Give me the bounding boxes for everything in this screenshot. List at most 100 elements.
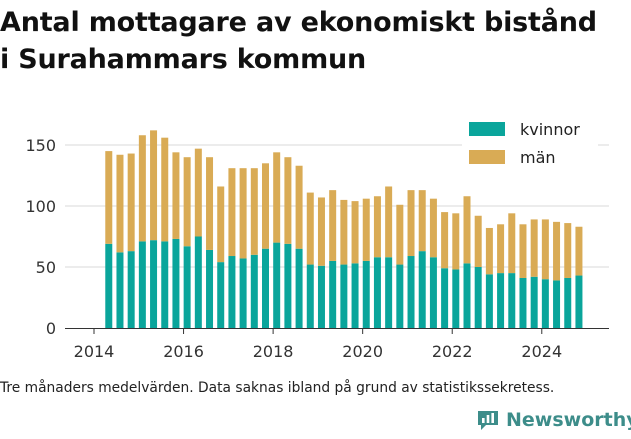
bar-man-1 — [116, 154, 124, 253]
bar-kvinnor-11 — [228, 256, 236, 328]
chart-title: Antal mottagare av ekonomiskt bistånd i … — [0, 4, 631, 78]
bar-kvinnor-26 — [396, 264, 404, 328]
bar-kvinnor-28 — [418, 251, 426, 328]
bar-kvinnor-41 — [564, 277, 572, 328]
legend-label-kvinnor: kvinnor — [520, 120, 580, 139]
bar-man-5 — [161, 137, 169, 242]
bar-man-38 — [530, 219, 538, 277]
bar-kvinnor-34 — [485, 274, 493, 328]
bar-man-7 — [183, 157, 191, 247]
bar-kvinnor-8 — [194, 236, 202, 328]
bar-man-39 — [541, 219, 549, 280]
bar-kvinnor-21 — [340, 264, 348, 328]
bar-man-4 — [150, 130, 158, 241]
bar-man-16 — [284, 157, 292, 244]
bar-kvinnor-17 — [295, 248, 303, 328]
bar-man-18 — [306, 192, 314, 265]
bar-kvinnor-23 — [362, 260, 370, 328]
bar-kvinnor-36 — [508, 273, 516, 328]
bar-kvinnor-24 — [373, 257, 381, 328]
bar-kvinnor-22 — [351, 263, 359, 328]
bar-kvinnor-15 — [273, 242, 281, 328]
stacked-bar-chart: 0 50 100 150 2014 2016 2018 2020 2022 2024 kvinn… — [25, 115, 609, 361]
bar-man-0 — [105, 151, 113, 244]
bar-man-40 — [553, 221, 561, 281]
bar-kvinnor-40 — [553, 280, 561, 328]
bar-man-31 — [452, 213, 460, 270]
bar-kvinnor-4 — [150, 240, 158, 328]
legend-swatch-kvinnor — [469, 122, 505, 136]
bar-man-41 — [564, 223, 572, 278]
bar-man-14 — [262, 163, 269, 249]
bar-man-25 — [385, 186, 393, 258]
bar-kvinnor-16 — [284, 243, 292, 328]
bar-kvinnor-5 — [161, 241, 169, 328]
chart-title-line-2: i Surahammars kommun — [0, 44, 367, 75]
bar-kvinnor-32 — [463, 263, 471, 328]
bar-kvinnor-35 — [497, 273, 505, 328]
bar-kvinnor-39 — [541, 279, 549, 328]
bar-man-30 — [441, 212, 449, 269]
x-axis-ticks: 2014 2016 2018 2020 2022 2024 — [74, 328, 562, 361]
bar-kvinnor-30 — [441, 268, 449, 328]
bar-man-29 — [429, 198, 437, 258]
bar-man-15 — [273, 152, 281, 243]
bar-kvinnor-38 — [530, 276, 538, 328]
chart-title-line-1: Antal mottagare av ekonomiskt bistånd — [0, 7, 597, 38]
bar-kvinnor-42 — [575, 275, 583, 328]
bar-kvinnor-1 — [116, 252, 124, 328]
bar-kvinnor-12 — [239, 258, 247, 328]
x-tick-label-2016: 2016 — [163, 342, 204, 361]
bar-kvinnor-18 — [306, 264, 314, 328]
bar-kvinnor-13 — [250, 254, 258, 328]
x-tick-label-2018: 2018 — [253, 342, 294, 361]
bar-kvinnor-0 — [105, 243, 113, 328]
bar-man-23 — [362, 198, 370, 261]
bar-man-6 — [172, 152, 180, 239]
newsworthy-icon — [478, 411, 498, 430]
y-tick-label-50: 50 — [36, 258, 56, 277]
x-tick-label-2022: 2022 — [432, 342, 473, 361]
bar-kvinnor-10 — [217, 262, 225, 328]
bar-man-33 — [474, 215, 482, 267]
brand-logo[interactable]: Newsworthy — [476, 408, 631, 432]
legend: kvinnor män — [462, 115, 598, 177]
bar-man-9 — [206, 157, 214, 250]
bar-kvinnor-14 — [262, 248, 269, 328]
x-tick-label-2014: 2014 — [74, 342, 115, 361]
y-axis-tick-labels: 0 50 100 150 — [25, 136, 56, 338]
bar-kvinnor-25 — [385, 257, 393, 328]
bar-kvinnor-7 — [183, 246, 191, 328]
bar-kvinnor-37 — [519, 277, 527, 328]
bar-man-34 — [485, 227, 493, 275]
bar-man-13 — [250, 168, 258, 255]
bar-kvinnor-27 — [407, 256, 415, 328]
y-tick-label-150: 150 — [25, 136, 56, 155]
bar-man-32 — [463, 196, 471, 264]
bar-man-10 — [217, 186, 225, 263]
bar-man-35 — [497, 224, 505, 274]
bar-man-2 — [127, 153, 135, 252]
bar-man-3 — [138, 135, 146, 242]
bar-kvinnor-20 — [329, 260, 337, 328]
bar-man-26 — [396, 204, 404, 265]
legend-label-man: män — [520, 148, 556, 167]
bar-man-19 — [317, 197, 325, 266]
bar-man-12 — [239, 168, 247, 259]
bar-man-27 — [407, 190, 415, 257]
bar-kvinnor-29 — [429, 257, 437, 328]
y-tick-label-100: 100 — [25, 197, 56, 216]
bar-kvinnor-9 — [206, 249, 214, 328]
bars — [105, 130, 583, 328]
bar-man-36 — [508, 213, 516, 274]
bar-kvinnor-19 — [317, 265, 325, 328]
bar-man-28 — [418, 190, 426, 252]
y-tick-label-0: 0 — [46, 319, 56, 338]
bar-man-37 — [519, 224, 527, 278]
bar-man-42 — [575, 226, 583, 276]
bar-man-21 — [340, 199, 348, 265]
bar-man-20 — [329, 190, 337, 261]
x-tick-label-2024: 2024 — [521, 342, 562, 361]
legend-swatch-man — [469, 150, 505, 164]
bar-man-8 — [194, 148, 202, 237]
